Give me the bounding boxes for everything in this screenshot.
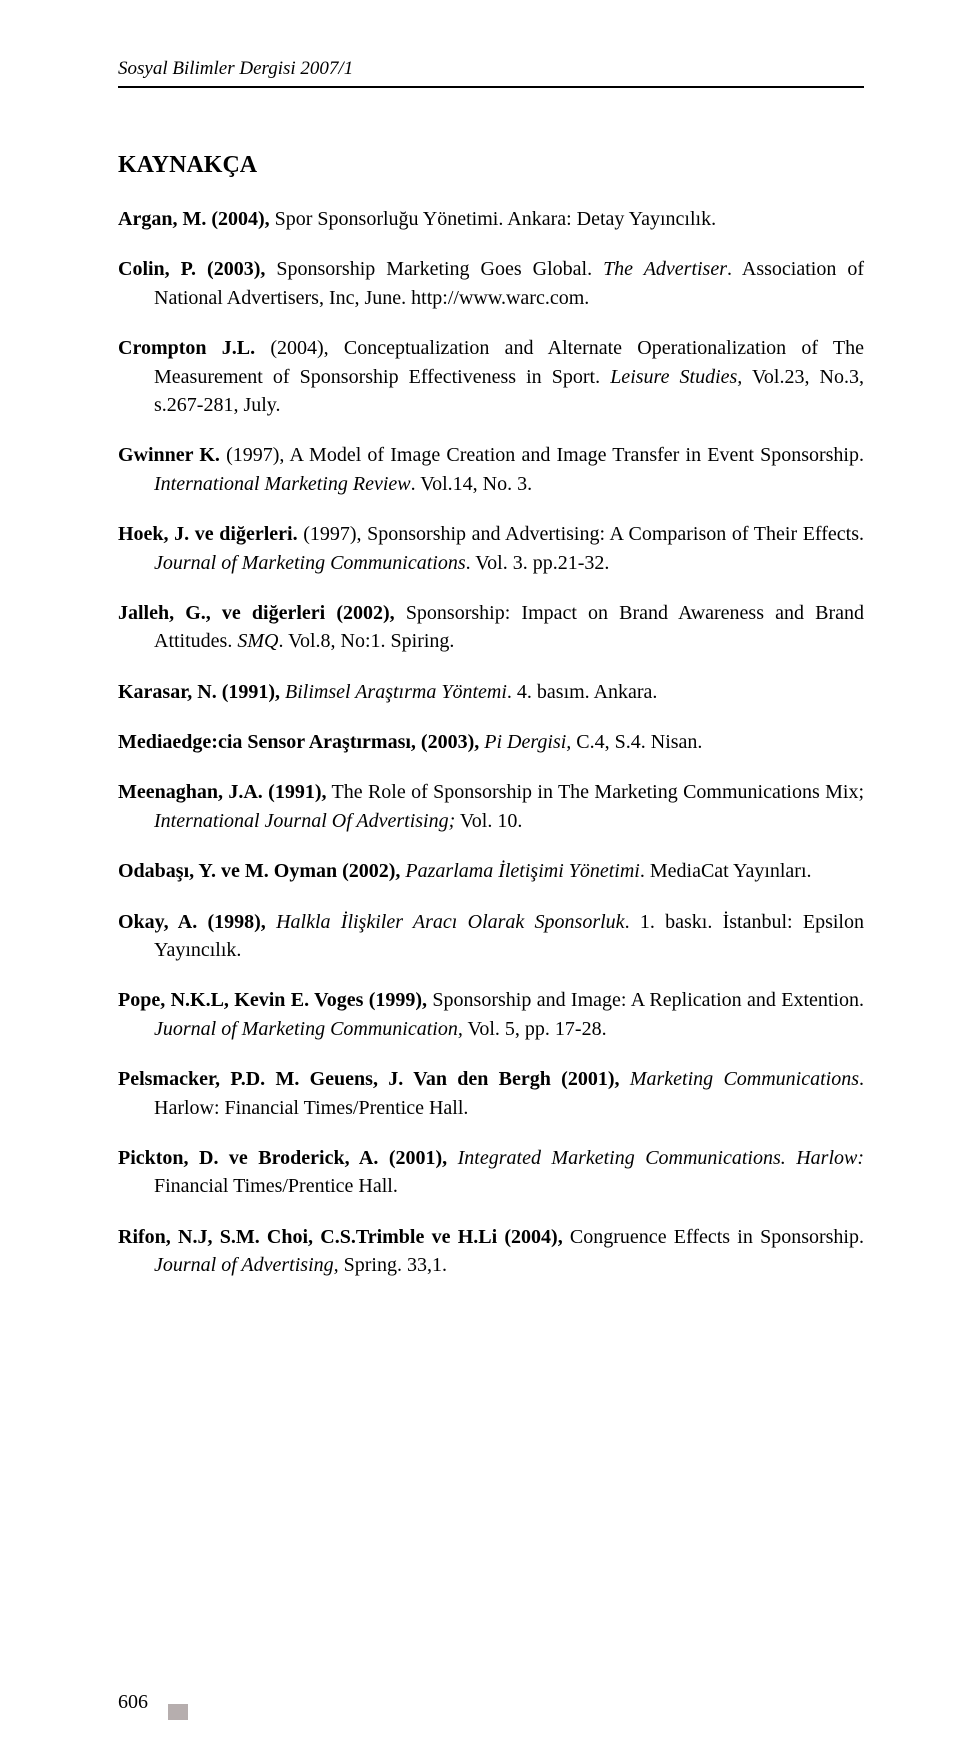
reference-text: Spring. 33,1. — [339, 1254, 447, 1276]
reference-item: Karasar, N. (1991), Bilimsel Araştırma Y… — [118, 678, 864, 706]
reference-text: Vol. 5, pp. 17-28. — [463, 1018, 607, 1040]
reference-text: (1997), Sponsorship and Advertising: A C… — [298, 523, 864, 545]
reference-text: Pazarlama İletişimi Yönetimi — [405, 860, 639, 882]
page-number: 606 — [118, 1691, 148, 1714]
reference-text: Pelsmacker, P.D. M. Geuens, J. Van den B… — [118, 1068, 620, 1090]
reference-text: Okay, A. (1998), — [118, 911, 266, 933]
reference-text: Karasar, N. (1991), — [118, 681, 280, 703]
reference-text: International Marketing Review — [154, 473, 411, 495]
reference-text: Marketing Communications — [630, 1068, 859, 1090]
section-title: KAYNAKÇA — [118, 152, 864, 179]
reference-text: The Advertiser — [603, 258, 727, 280]
reference-text: Hoek, J. ve diğerleri. — [118, 523, 298, 545]
reference-text: Odabaşı, Y. ve M. Oyman (2002), — [118, 860, 400, 882]
reference-item: Meenaghan, J.A. (1991), The Role of Spon… — [118, 778, 864, 835]
reference-text: Crompton J.L. — [118, 337, 255, 359]
reference-text: Spor Sponsorluğu Yönetimi. Ankara: Detay… — [270, 208, 716, 230]
reference-item: Okay, A. (1998), Halkla İlişkiler Aracı … — [118, 908, 864, 965]
footer-mark — [168, 1704, 188, 1720]
reference-text: The Role of Sponsorship in The Marketing… — [327, 781, 865, 803]
reference-text: Pi Dergisi, — [484, 731, 571, 753]
reference-text: Gwinner K. — [118, 444, 220, 466]
references-list: Argan, M. (2004), Spor Sponsorluğu Yönet… — [118, 205, 864, 1280]
reference-item: Gwinner K. (1997), A Model of Image Crea… — [118, 441, 864, 498]
reference-text: Leisure Studies, — [610, 366, 742, 388]
reference-item: Crompton J.L. (2004), Conceptualization … — [118, 334, 864, 419]
reference-text: Sponsorship Marketing Goes Global. — [265, 258, 603, 280]
reference-text: Pickton, D. ve Broderick, A. (2001), — [118, 1147, 447, 1169]
reference-text: Juornal of Marketing Communication, — [154, 1018, 463, 1040]
reference-text: Colin, P. (2003), — [118, 258, 265, 280]
reference-text: Sponsorship and Image: A Replication and… — [427, 989, 864, 1011]
reference-text: . MediaCat Yayınları. — [640, 860, 812, 882]
reference-text: Halkla İlişkiler Aracı Olarak Sponsorluk — [276, 911, 624, 933]
reference-text: Congruence Effects in Sponsorship. — [563, 1226, 864, 1248]
reference-text: Mediaedge:cia Sensor Araştırması, (2003)… — [118, 731, 479, 753]
reference-item: Jalleh, G., ve diğerleri (2002), Sponsor… — [118, 599, 864, 656]
reference-text: Argan, M. (2004), — [118, 208, 270, 230]
reference-text: SMQ — [237, 630, 278, 652]
reference-text: Vol. 10. — [455, 810, 522, 832]
reference-item: Mediaedge:cia Sensor Araştırması, (2003)… — [118, 728, 864, 756]
reference-item: Pope, N.K.L, Kevin E. Voges (1999), Spon… — [118, 986, 864, 1043]
reference-item: Colin, P. (2003), Sponsorship Marketing … — [118, 255, 864, 312]
reference-text: Financial Times/Prentice Hall. — [154, 1175, 398, 1197]
reference-text: Bilimsel Araştırma Yöntemi — [285, 681, 507, 703]
reference-text: Pope, N.K.L, Kevin E. Voges (1999), — [118, 989, 427, 1011]
header-rule — [118, 86, 864, 88]
reference-text: Jalleh, G., ve diğerleri (2002), — [118, 602, 395, 624]
reference-item: Argan, M. (2004), Spor Sponsorluğu Yönet… — [118, 205, 864, 233]
reference-item: Pelsmacker, P.D. M. Geuens, J. Van den B… — [118, 1065, 864, 1122]
reference-item: Hoek, J. ve diğerleri. (1997), Sponsorsh… — [118, 520, 864, 577]
reference-text: Journal of Advertising, — [154, 1254, 339, 1276]
reference-text: Journal of Marketing Communications — [154, 552, 466, 574]
reference-item: Pickton, D. ve Broderick, A. (2001), Int… — [118, 1144, 864, 1201]
reference-text — [447, 1147, 457, 1169]
running-head: Sosyal Bilimler Dergisi 2007/1 — [118, 58, 864, 80]
reference-text: (1997), A Model of Image Creation and Im… — [220, 444, 864, 466]
reference-text: International Journal Of Advertising; — [154, 810, 455, 832]
reference-text: Integrated Marketing Communications. Har… — [458, 1147, 864, 1169]
reference-text: . Vol.8, No:1. Spiring. — [278, 630, 454, 652]
reference-item: Odabaşı, Y. ve M. Oyman (2002), Pazarlam… — [118, 857, 864, 885]
reference-text: Rifon, N.J, S.M. Choi, C.S.Trimble ve H.… — [118, 1226, 563, 1248]
reference-text: C.4, S.4. Nisan. — [571, 731, 702, 753]
reference-text — [620, 1068, 630, 1090]
reference-text: . Vol.14, No. 3. — [411, 473, 533, 495]
reference-text: . Vol. 3. pp.21-32. — [466, 552, 610, 574]
reference-text: . 4. basım. Ankara. — [507, 681, 658, 703]
reference-item: Rifon, N.J, S.M. Choi, C.S.Trimble ve H.… — [118, 1223, 864, 1280]
reference-text: Meenaghan, J.A. (1991), — [118, 781, 327, 803]
reference-text — [266, 911, 276, 933]
